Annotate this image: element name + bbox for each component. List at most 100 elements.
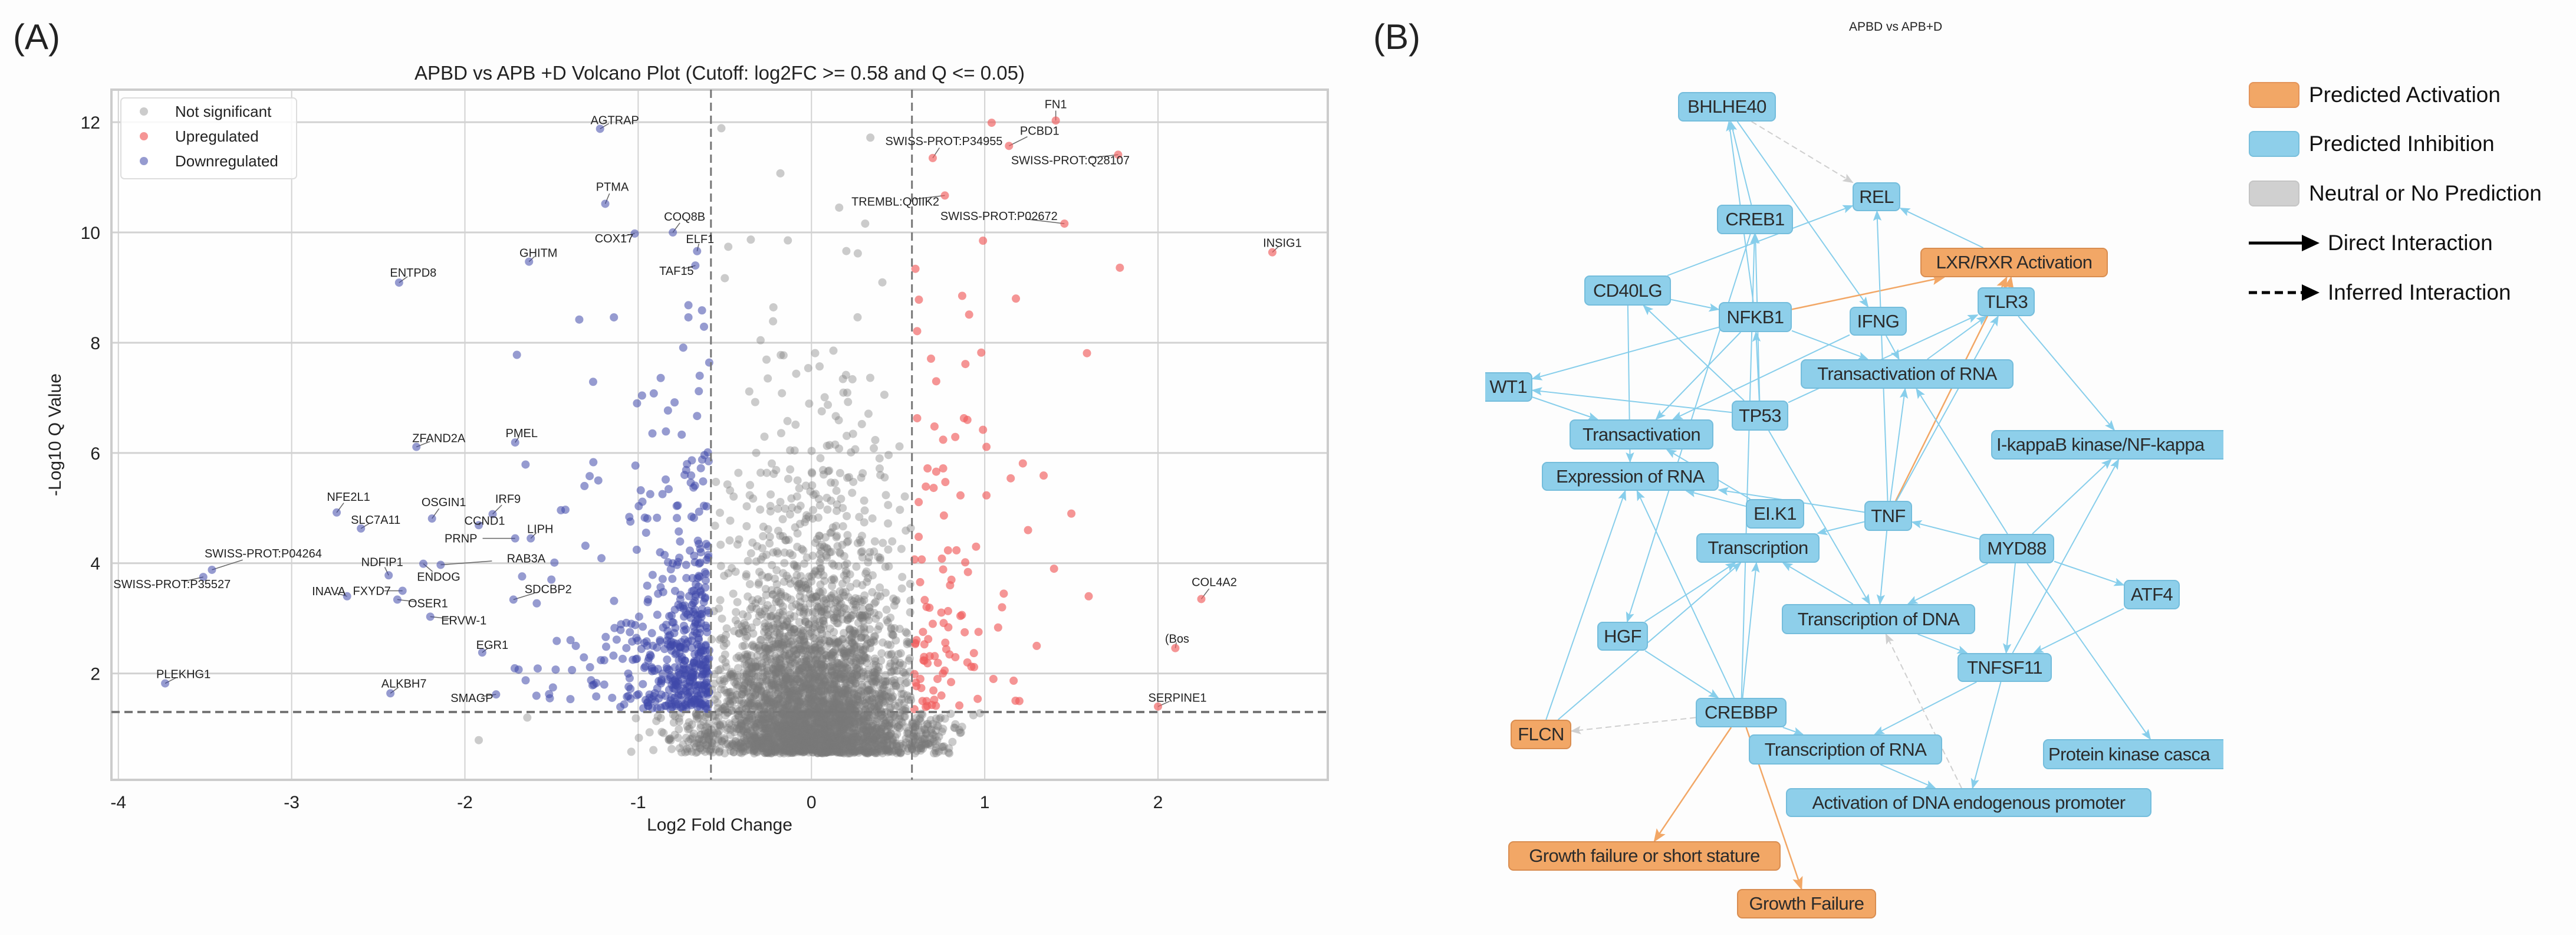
point-not-significant — [850, 605, 859, 614]
point-not-significant — [850, 684, 859, 693]
point-not-significant — [915, 715, 924, 724]
point-not-significant — [845, 625, 854, 634]
node-hgf[interactable]: HGF — [1597, 622, 1648, 651]
point-not-significant — [907, 695, 916, 704]
point-not-significant — [782, 743, 791, 752]
point-not-significant — [821, 668, 830, 677]
node-nfkb1[interactable]: NFKB1 — [1719, 302, 1792, 332]
point-not-significant — [778, 389, 787, 398]
node-flcn[interactable]: FLCN — [1511, 720, 1571, 749]
point-not-significant — [812, 729, 821, 738]
point-upregulated — [947, 678, 956, 687]
point-not-significant — [801, 746, 810, 755]
point-not-significant — [857, 611, 866, 620]
point-not-significant — [763, 724, 772, 733]
point-not-significant — [719, 641, 728, 650]
point-not-significant — [735, 652, 743, 661]
point-not-significant — [800, 559, 809, 568]
node-protein-kinase-cascade[interactable]: Protein kinase casca — [2043, 739, 2223, 769]
node-creb1[interactable]: CREB1 — [1717, 205, 1793, 234]
point-not-significant — [820, 727, 829, 736]
node-transcription-of-rna[interactable]: Transcription of RNA — [1749, 734, 1942, 765]
point-not-significant — [834, 729, 843, 738]
node-crebbp[interactable]: CREBBP — [1696, 698, 1787, 727]
point-not-significant — [845, 570, 854, 579]
node-atf4[interactable]: ATF4 — [2124, 580, 2180, 609]
point-not-significant — [887, 629, 896, 638]
node-cd40lg[interactable]: CD40LG — [1584, 275, 1671, 306]
point-not-significant — [750, 702, 759, 711]
point-not-significant — [835, 698, 844, 707]
point-labeled-down — [208, 565, 216, 574]
point-not-significant — [754, 740, 762, 749]
node-tnf[interactable]: TNF — [1864, 501, 1912, 531]
point-downregulated — [687, 701, 696, 710]
point-not-significant — [813, 719, 822, 727]
node-growth-failure-or-short-stature[interactable]: Growth failure or short stature — [1508, 841, 1781, 871]
point-not-significant — [803, 707, 812, 716]
node-myd88[interactable]: MYD88 — [1979, 534, 2054, 563]
point-not-significant — [857, 710, 866, 719]
point-not-significant — [853, 692, 862, 701]
point-not-significant — [816, 660, 825, 669]
point-not-significant — [810, 744, 818, 753]
node-elk1[interactable]: EI.K1 — [1746, 499, 1804, 529]
point-not-significant — [778, 515, 787, 524]
node-ikappab-kinase[interactable]: I-kappaB kinase/NF-kappa — [1991, 430, 2223, 460]
point-not-significant — [881, 719, 890, 727]
point-not-significant — [858, 742, 867, 750]
gene-label: OSER1 — [408, 597, 448, 610]
node-tnfsf11[interactable]: TNFSF11 — [1958, 653, 2052, 682]
point-not-significant — [782, 720, 791, 729]
point-not-significant — [756, 739, 765, 747]
point-not-significant — [815, 637, 824, 645]
point-not-significant — [897, 690, 906, 698]
node-activation-of-dna-endogenous-promoter[interactable]: Activation of DNA endogenous promoter — [1786, 788, 2151, 817]
point-not-significant — [785, 721, 794, 730]
node-rel[interactable]: REL — [1853, 182, 1900, 211]
point-downregulated — [609, 651, 618, 660]
point-not-significant — [897, 584, 906, 593]
point-not-significant — [797, 741, 805, 750]
point-not-significant — [801, 481, 810, 490]
point-not-significant — [879, 735, 887, 744]
node-expression-of-rna[interactable]: Expression of RNA — [1542, 462, 1719, 491]
point-not-significant — [853, 672, 861, 681]
point-not-significant — [858, 696, 867, 705]
point-downregulated — [514, 665, 523, 674]
point-not-significant — [769, 303, 778, 311]
point-not-significant — [820, 725, 828, 734]
point-not-significant — [844, 737, 853, 746]
node-wt1[interactable]: WT1 — [1485, 372, 1532, 402]
point-not-significant — [817, 647, 826, 655]
node-ifng[interactable]: IFNG — [1850, 307, 1907, 336]
point-not-significant — [863, 674, 872, 683]
point-not-significant — [851, 701, 860, 710]
node-lxr-rxr-activation[interactable]: LXR/RXR Activation — [1920, 248, 2108, 277]
node-growth-failure[interactable]: Growth Failure — [1737, 889, 1876, 918]
point-not-significant — [814, 746, 823, 755]
point-not-significant — [793, 701, 802, 710]
node-tlr3[interactable]: TLR3 — [1978, 287, 2035, 316]
point-not-significant — [777, 350, 785, 359]
point-not-significant — [793, 740, 802, 749]
gene-label: TREMBL:Q0IIK2 — [851, 195, 939, 208]
point-not-significant — [772, 598, 781, 606]
node-transcription-of-dna[interactable]: Transcription of DNA — [1782, 604, 1975, 634]
point-downregulated — [585, 472, 594, 481]
point-not-significant — [823, 748, 831, 757]
point-not-significant — [843, 559, 851, 568]
node-transactivation-of-rna[interactable]: Transactivation of RNA — [1801, 359, 2014, 389]
node-transcription[interactable]: Transcription — [1696, 533, 1820, 563]
point-upregulated — [989, 674, 998, 683]
point-not-significant — [689, 729, 698, 738]
point-not-significant — [769, 470, 778, 478]
point-downregulated — [580, 653, 588, 662]
point-not-significant — [833, 596, 841, 605]
node-bhlhe40[interactable]: BHLHE40 — [1678, 92, 1776, 122]
node-tp53[interactable]: TP53 — [1732, 401, 1788, 431]
node-transactivation[interactable]: Transactivation — [1570, 419, 1713, 450]
point-not-significant — [761, 643, 769, 652]
point-not-significant — [772, 580, 781, 589]
point-not-significant — [712, 721, 721, 730]
